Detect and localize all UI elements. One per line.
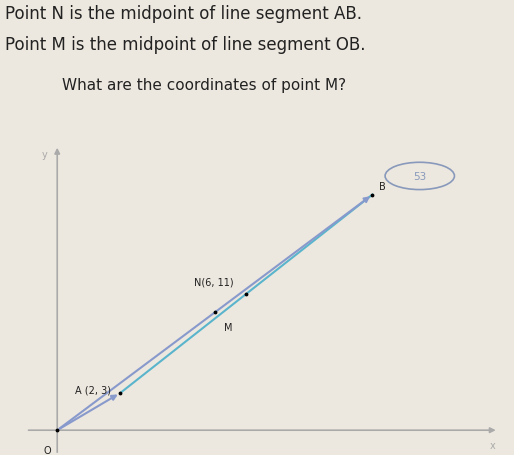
Text: y: y [42,149,48,159]
Text: N(6, 11): N(6, 11) [194,277,234,287]
Text: B: B [379,182,386,192]
Text: M: M [224,323,233,333]
Text: A (2, 3): A (2, 3) [75,384,111,394]
Text: Point M is the midpoint of line segment OB.: Point M is the midpoint of line segment … [5,36,365,54]
Text: What are the coordinates of point M?: What are the coordinates of point M? [62,77,346,92]
Text: x: x [490,440,495,450]
Text: O: O [44,445,51,455]
Text: Point N is the midpoint of line segment AB.: Point N is the midpoint of line segment … [5,5,362,22]
Text: 53: 53 [413,172,427,182]
